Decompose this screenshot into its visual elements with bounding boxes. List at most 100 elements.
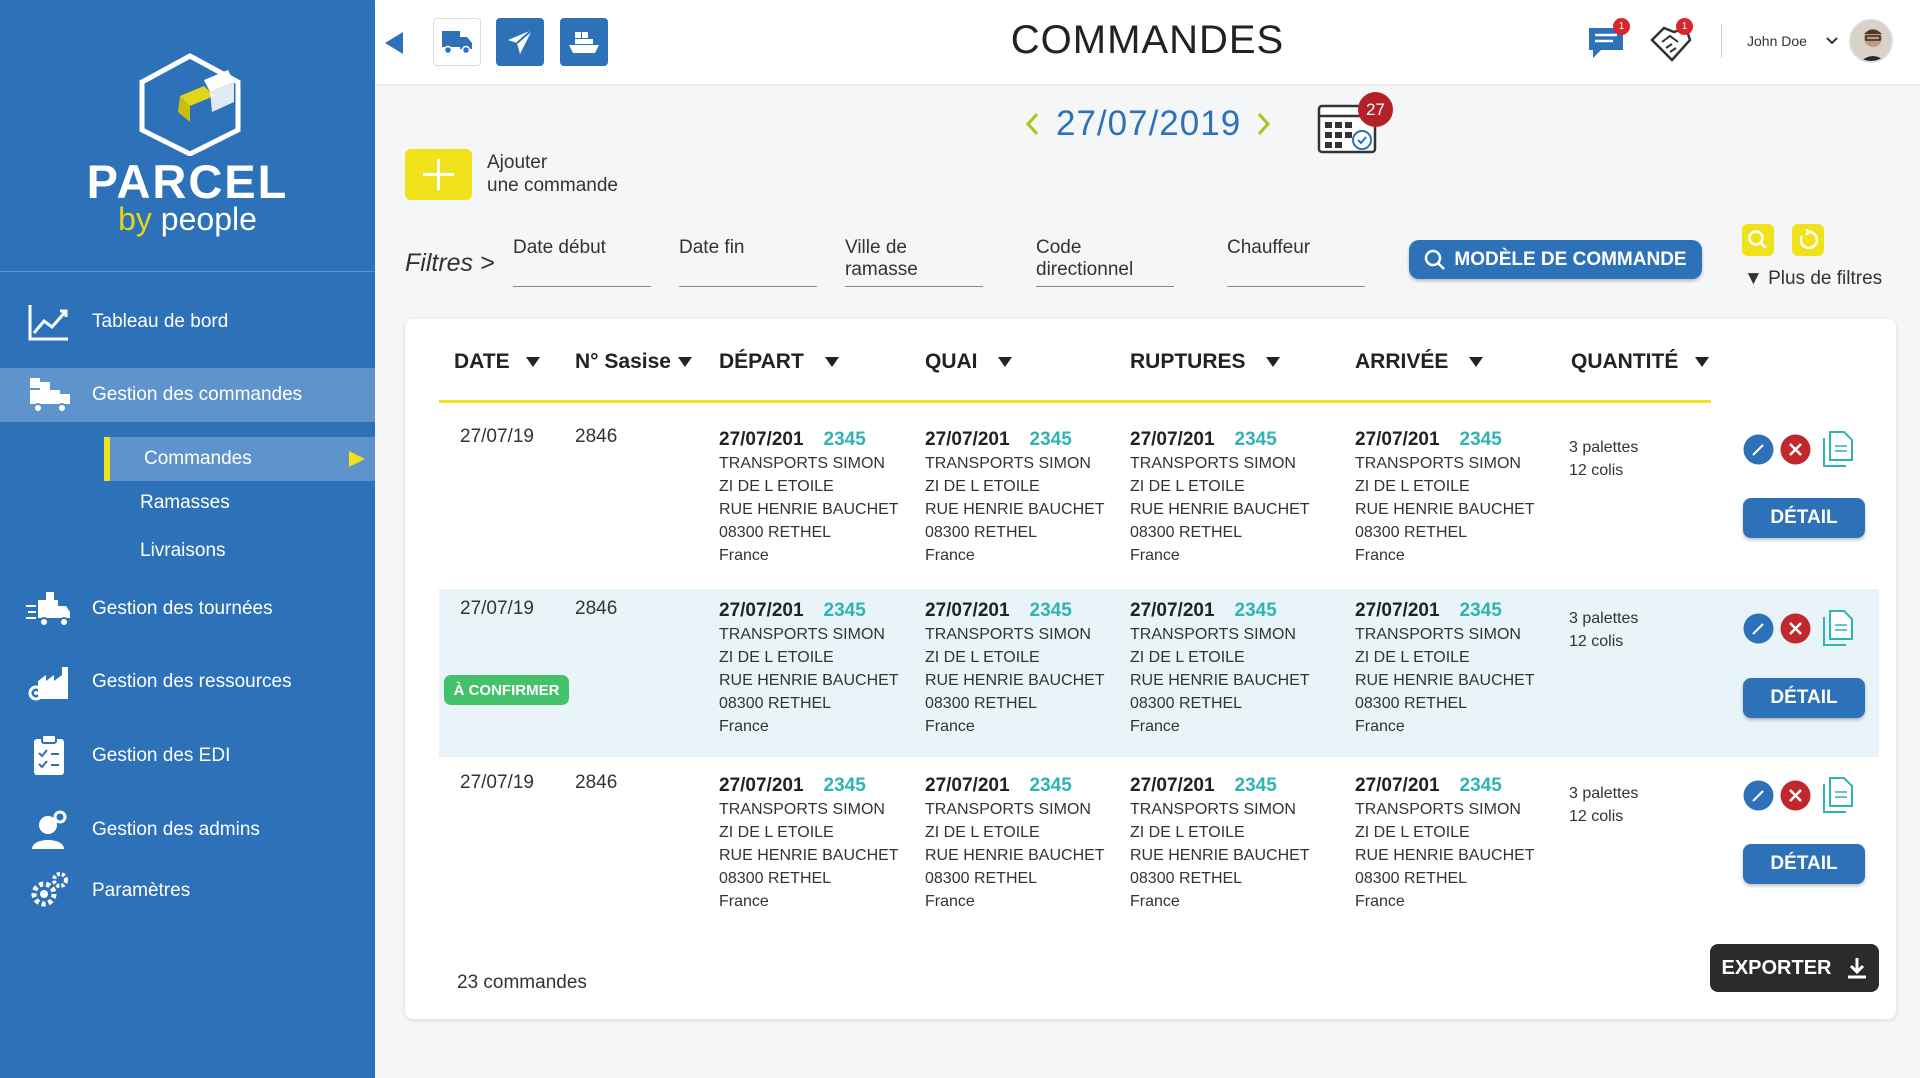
block-line: France xyxy=(925,547,975,564)
filter-date-fin[interactable]: Date fin xyxy=(679,237,817,287)
nav-label: Gestion des EDI xyxy=(92,745,231,766)
block-line: TRANSPORTS SIMON xyxy=(1130,626,1296,643)
filter-date-debut[interactable]: Date début xyxy=(513,237,651,287)
block-line: TRANSPORTS SIMON xyxy=(1130,801,1296,818)
cell-quantite: 3 palettes 12 colis xyxy=(1569,607,1638,653)
copy-icon[interactable] xyxy=(1820,609,1854,647)
logo: PARCEL by people xyxy=(0,0,375,272)
date-next-chevron-icon[interactable] xyxy=(1257,112,1271,136)
date-prev-chevron-icon[interactable] xyxy=(1025,112,1039,136)
edit-icon[interactable] xyxy=(1743,434,1774,465)
filter-underline xyxy=(679,286,817,287)
block-line: ZI DE L ETOILE xyxy=(719,824,834,841)
avatar[interactable] xyxy=(1849,19,1893,63)
filter-code-directionnel[interactable]: Code directionnel xyxy=(1036,237,1174,287)
filter-ville-ramasse[interactable]: Ville de ramasse xyxy=(845,237,983,287)
sort-down-icon xyxy=(998,357,1013,367)
collapse-arrow-icon[interactable] xyxy=(385,32,403,54)
qty-pallets: 3 palettes xyxy=(1569,439,1639,456)
ship-icon xyxy=(569,32,599,53)
detail-button[interactable]: DÉTAIL xyxy=(1743,498,1865,538)
delivery-truck-icon xyxy=(26,592,70,627)
col-header-date[interactable]: DATE xyxy=(454,350,541,374)
nav-gestion-ressources[interactable]: Gestion des ressources xyxy=(0,655,375,709)
search-icon xyxy=(1748,230,1767,249)
nav-label: Gestion des admins xyxy=(92,819,260,840)
col-header-num[interactable]: N° Sasise xyxy=(575,350,693,374)
add-order-button[interactable] xyxy=(405,149,472,200)
block-line: France xyxy=(719,893,769,910)
user-name[interactable]: John Doe xyxy=(1747,33,1807,49)
nav-label: Gestion des tournées xyxy=(92,598,273,619)
model-button[interactable]: MODÈLE DE COMMANDE xyxy=(1409,240,1702,279)
cell-depart: 27/07/201 2345 TRANSPORTS SIMON ZI DE L ETO… xyxy=(719,428,899,567)
block-line: France xyxy=(1130,893,1180,910)
filter-chauffeur[interactable]: Chauffeur xyxy=(1227,237,1365,287)
col-header-quantite[interactable]: QUANTITÉ xyxy=(1571,350,1710,374)
block-line: RUE HENRIE BAUCHET xyxy=(925,847,1105,864)
nav-gestion-commandes[interactable]: Gestion des commandes xyxy=(0,368,375,422)
delete-icon[interactable] xyxy=(1780,780,1811,811)
col-header-arrivee[interactable]: ARRIVÉE xyxy=(1355,350,1484,374)
status-badge: À CONFIRMER xyxy=(444,675,569,705)
block-number: 2345 xyxy=(1234,600,1277,621)
edit-icon[interactable] xyxy=(1743,613,1774,644)
copy-icon[interactable] xyxy=(1820,430,1854,468)
export-button[interactable]: EXPORTER xyxy=(1710,944,1879,992)
block-line: France xyxy=(1355,893,1405,910)
filter-label: Date fin xyxy=(679,237,745,258)
edit-icon[interactable] xyxy=(1743,780,1774,811)
delete-icon[interactable] xyxy=(1780,434,1811,465)
brand-people: people xyxy=(160,201,257,237)
more-filters-toggle[interactable]: ▼ Plus de filtres xyxy=(1744,268,1883,289)
delete-icon[interactable] xyxy=(1780,613,1811,644)
subnav-ramasses[interactable]: Ramasses xyxy=(140,492,230,513)
nav-parametres[interactable]: Paramètres xyxy=(0,864,375,918)
nav-gestion-edi[interactable]: Gestion des EDI xyxy=(0,729,375,783)
block-line: France xyxy=(1130,547,1180,564)
col-header-ruptures[interactable]: RUPTURES xyxy=(1130,350,1281,374)
add-order-label[interactable]: Ajouter une commande xyxy=(487,151,618,197)
filter-reset-button[interactable] xyxy=(1792,224,1824,256)
block-line: France xyxy=(1355,718,1405,735)
table-row: 27/07/19 2846 27/07/201 2345 TRANSPORTS SI… xyxy=(439,764,1879,936)
block-line: TRANSPORTS SIMON xyxy=(1355,801,1521,818)
col-header-depart[interactable]: DÉPART xyxy=(719,350,840,374)
copy-icon[interactable] xyxy=(1820,776,1854,814)
subnav-commandes[interactable]: Commandes xyxy=(104,437,375,481)
block-line: 08300 RETHEL xyxy=(925,870,1038,887)
col-header-quai[interactable]: QUAI xyxy=(925,350,1013,374)
orders-count: 23 commandes xyxy=(457,972,587,993)
mode-ship-button[interactable] xyxy=(560,18,608,66)
block-date: 27/07/201 xyxy=(719,429,804,450)
detail-button[interactable]: DÉTAIL xyxy=(1743,844,1865,884)
nav-gestion-tournees[interactable]: Gestion des tournées xyxy=(0,582,375,636)
block-line: TRANSPORTS SIMON xyxy=(925,626,1091,643)
nav-tableau-de-bord[interactable]: Tableau de bord xyxy=(0,295,375,349)
arrow-right-icon xyxy=(349,451,365,467)
block-line: France xyxy=(1355,547,1405,564)
block-line: 08300 RETHEL xyxy=(1355,695,1468,712)
mode-plane-button[interactable] xyxy=(496,18,544,66)
cell-arrivee: 27/07/201 2345 TRANSPORTS SIMON ZI DE L ETO… xyxy=(1355,428,1535,567)
detail-button[interactable]: DÉTAIL xyxy=(1743,678,1865,718)
nav-gestion-admins[interactable]: Gestion des admins xyxy=(0,803,375,857)
mode-truck-button[interactable] xyxy=(433,18,481,66)
block-date: 27/07/201 xyxy=(1130,600,1215,621)
block-line: ZI DE L ETOILE xyxy=(925,824,1040,841)
filter-underline xyxy=(1036,286,1174,287)
filter-search-button[interactable] xyxy=(1742,224,1774,256)
block-line: RUE HENRIE BAUCHET xyxy=(1130,672,1310,689)
refresh-icon xyxy=(1799,229,1819,250)
subnav-livraisons[interactable]: Livraisons xyxy=(140,540,226,561)
calendar-button[interactable]: 27 xyxy=(1315,92,1393,154)
block-line: ZI DE L ETOILE xyxy=(719,649,834,666)
block-line: France xyxy=(925,718,975,735)
messages-button[interactable]: 1 xyxy=(1587,18,1630,64)
col-header-label: N° Sasise xyxy=(575,350,671,373)
plane-icon xyxy=(508,29,533,54)
sort-down-icon xyxy=(824,357,839,367)
block-line: RUE HENRIE BAUCHET xyxy=(719,672,899,689)
notifications-button[interactable]: 1 xyxy=(1648,18,1693,64)
chevron-down-icon[interactable] xyxy=(1825,36,1839,46)
